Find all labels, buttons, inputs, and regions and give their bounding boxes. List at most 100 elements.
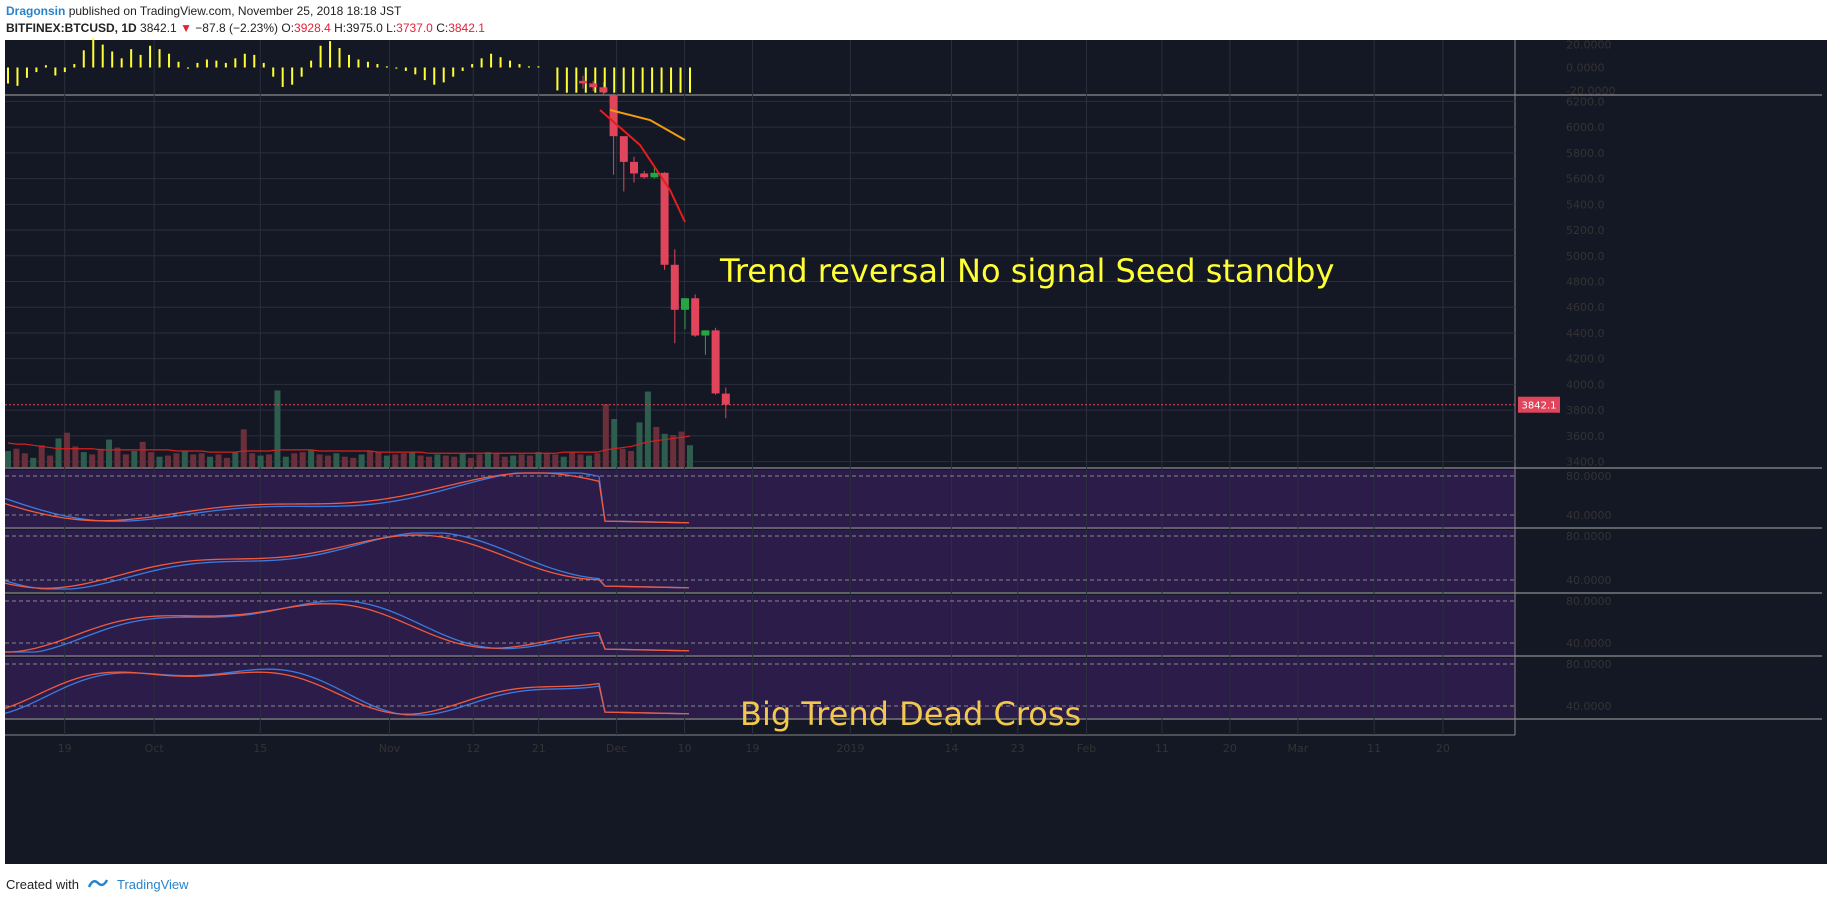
tradingview-brand-link[interactable]: TradingView [116, 877, 189, 892]
time-tick-label: Dec [606, 742, 627, 755]
candle-body [691, 298, 700, 336]
volume-bar [299, 452, 306, 467]
volume-bar [164, 455, 171, 467]
oscillator-tick-label: 80.0000 [1566, 470, 1612, 483]
price-tick-label: 4200.0 [1566, 353, 1605, 366]
price-tick-label: 3600.0 [1566, 430, 1605, 443]
price-tick-label: 5600.0 [1566, 173, 1605, 186]
price-change: −87.8 (−2.23%) [195, 21, 279, 35]
volume-bar [350, 457, 357, 467]
price-tick-label: 6200.0 [1566, 95, 1605, 108]
macd-tick-label: 0.0000 [1566, 62, 1605, 75]
time-tick-label: Nov [379, 742, 401, 755]
volume-bar [375, 452, 382, 467]
volume-bar [358, 454, 365, 467]
volume-bar [585, 455, 592, 467]
volume-bar [552, 454, 559, 467]
volume-bar [560, 456, 567, 467]
price-tick-label: 6000.0 [1566, 121, 1605, 134]
candle-body [609, 95, 618, 137]
volume-bar [47, 455, 54, 467]
time-tick-label: Feb [1077, 742, 1096, 755]
oscillator-tick-label: 40.0000 [1566, 574, 1612, 587]
volume-bar [468, 457, 475, 467]
price-tick-label: 5400.0 [1566, 198, 1605, 211]
volume-bar [274, 390, 281, 467]
volume-bar [442, 455, 449, 467]
author-link[interactable]: Dragonsin [6, 4, 66, 18]
volume-bar [181, 451, 188, 467]
time-tick-label: 21 [532, 742, 546, 755]
volume-bar [409, 452, 416, 467]
time-tick-label: 19 [58, 742, 72, 755]
volume-bar [198, 453, 205, 467]
volume-ma-line [7, 435, 691, 454]
volume-bar [266, 454, 273, 467]
candle-body [670, 264, 679, 310]
oscillator-d-line [4, 472, 690, 524]
time-tick-label: 2019 [836, 742, 864, 755]
volume-bar [148, 452, 155, 467]
volume-bar [215, 454, 222, 467]
price-tick-label: 4000.0 [1566, 378, 1605, 391]
volume-bar [72, 446, 79, 467]
time-tick-label: 20 [1223, 742, 1237, 755]
volume-bar [577, 454, 584, 467]
price-tick-label: 5000.0 [1566, 250, 1605, 263]
volume-bar [249, 453, 256, 467]
time-tick-label: 11 [1367, 742, 1381, 755]
last-price: 3842.1 [140, 21, 177, 35]
candle-body [589, 83, 598, 88]
volume-bar [367, 451, 374, 467]
volume-bar [131, 451, 138, 467]
high-value: 3975.0 [346, 21, 383, 35]
volume-bar [89, 454, 96, 467]
candle-body [650, 172, 659, 178]
volume-bar [207, 456, 214, 467]
price-tick-label: 3800.0 [1566, 404, 1605, 417]
symbol-name: BITFINEX:BTCUSD, 1D [6, 21, 137, 35]
volume-bar [434, 454, 441, 467]
moving-average-red [599, 109, 686, 223]
volume-bar [543, 453, 550, 467]
last-price-badge [1518, 396, 1560, 413]
oscillator-k-line [4, 472, 690, 524]
time-tick-label: 23 [1011, 742, 1025, 755]
volume-bar [114, 447, 121, 467]
volume-bar [139, 441, 146, 467]
tradingview-logo-icon[interactable] [87, 876, 109, 893]
volume-bar [602, 404, 609, 467]
volume-bar [173, 453, 180, 467]
volume-bar [661, 433, 668, 467]
volume-bar [678, 431, 685, 467]
volume-bar [417, 455, 424, 467]
volume-bar [21, 453, 28, 467]
volume-bar [156, 456, 163, 467]
volume-bar [611, 419, 618, 467]
annotation-dead-cross: Big Trend Dead Cross [740, 695, 1081, 733]
volume-bar [30, 457, 37, 467]
candle-body [619, 136, 628, 162]
oscillator-panel-4 [5, 658, 1515, 718]
volume-bar [510, 455, 517, 467]
down-arrow-icon: ▼ [180, 21, 192, 35]
candle-body [681, 298, 689, 310]
volume-bar [628, 451, 635, 467]
macd-tick-label: -20.0000 [1566, 84, 1615, 97]
volume-bar [383, 455, 390, 467]
volume-bar [535, 452, 542, 467]
time-tick-label: 15 [253, 742, 267, 755]
candle-body [701, 330, 710, 336]
volume-bar [5, 451, 11, 467]
candle-body [630, 161, 638, 174]
macd-tick-label: 20.0000 [1566, 39, 1612, 52]
price-tick-label: 4400.0 [1566, 327, 1605, 340]
publish-info: Dragonsin published on TradingView.com, … [6, 4, 401, 18]
volume-bar [97, 448, 104, 467]
footer: Created with TradingView [6, 876, 189, 893]
price-tick-label: 3400.0 [1566, 456, 1605, 469]
volume-bar [459, 453, 466, 467]
oscillator-tick-label: 40.0000 [1566, 700, 1612, 713]
volume-bar [501, 456, 508, 467]
